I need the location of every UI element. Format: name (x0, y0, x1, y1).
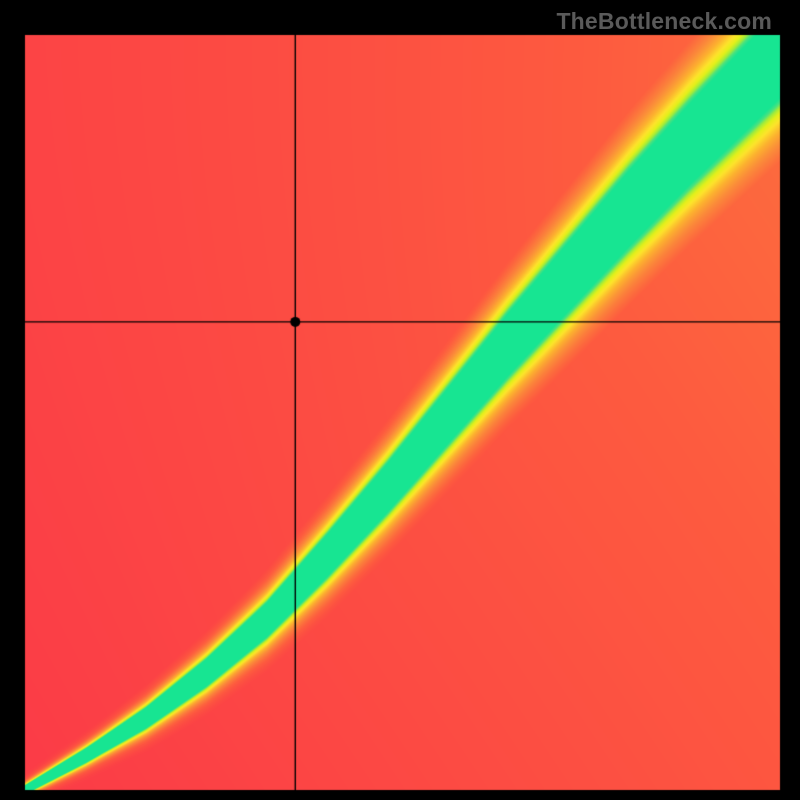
heatmap-canvas (0, 0, 800, 800)
watermark-text: TheBottleneck.com (556, 8, 772, 35)
heatmap-canvas-wrap (0, 0, 800, 800)
chart-container: TheBottleneck.com (0, 0, 800, 800)
